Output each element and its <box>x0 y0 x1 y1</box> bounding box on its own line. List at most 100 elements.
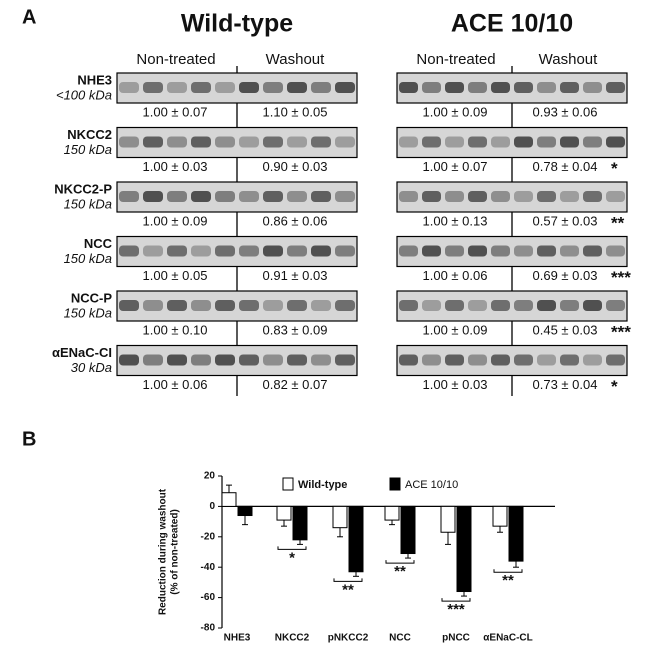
quantification: 1.00 ± 0.10 <box>143 322 208 337</box>
y-tick-label: -60 <box>201 592 216 603</box>
blot-band <box>422 82 441 93</box>
blot-band <box>468 300 487 311</box>
blot-band <box>537 136 556 148</box>
group-title: ACE 10/10 <box>451 10 573 38</box>
quantification: 1.00 ± 0.05 <box>143 268 208 283</box>
blot-band <box>583 300 602 311</box>
blot-band <box>143 136 163 148</box>
quantification: 1.00 ± 0.09 <box>423 322 488 337</box>
blot-band <box>537 300 556 311</box>
quantification: 0.86 ± 0.06 <box>263 213 328 228</box>
quantification: 1.00 ± 0.13 <box>423 213 488 228</box>
blot-band <box>311 136 331 148</box>
protein-size: 150 kDa <box>64 196 112 211</box>
significance: ** <box>394 563 406 580</box>
protein-size: 150 kDa <box>64 305 112 320</box>
x-tick-label: NHE3 <box>224 633 251 644</box>
bar <box>508 505 524 562</box>
blot-band <box>422 191 441 202</box>
group-title: Wild-type <box>181 10 293 38</box>
blot-band <box>468 136 487 148</box>
quantification: 1.00 ± 0.03 <box>143 159 208 174</box>
blot-band <box>239 136 259 148</box>
blot-band <box>491 354 510 366</box>
blot-band <box>311 82 331 93</box>
blot-band <box>514 82 533 93</box>
bar <box>400 505 416 555</box>
blot-band <box>215 354 235 366</box>
quantification: 0.69 ± 0.03 <box>533 268 598 283</box>
significance-bracket <box>385 560 415 564</box>
quantification: 0.57 ± 0.03 <box>533 213 598 228</box>
significance: * <box>611 377 618 396</box>
blot-band <box>215 300 235 311</box>
blot-band <box>335 136 355 148</box>
blot-band <box>583 82 602 93</box>
blot-band <box>606 245 625 257</box>
blot-band <box>287 245 307 257</box>
significance: * <box>611 159 618 178</box>
significance-bracket <box>277 546 307 550</box>
blot-band <box>560 191 579 202</box>
blot-band <box>560 245 579 257</box>
blot <box>396 72 628 104</box>
blot-band <box>583 354 602 366</box>
panel-label: B <box>22 428 36 450</box>
blot-band <box>399 245 418 257</box>
blot-band <box>468 82 487 93</box>
blot-band <box>263 82 283 93</box>
blot-band <box>606 300 625 311</box>
blot-band <box>399 82 418 93</box>
blot-band <box>606 191 625 202</box>
blot-band <box>606 354 625 366</box>
blot-band <box>491 191 510 202</box>
quantification: 1.00 ± 0.09 <box>423 104 488 119</box>
blot-band <box>514 300 533 311</box>
blot-band <box>445 82 464 93</box>
blot-band <box>445 300 464 311</box>
blot-band <box>311 191 331 202</box>
blot-band <box>606 136 625 148</box>
blot-band <box>335 82 355 93</box>
blot-band <box>422 136 441 148</box>
protein-size: 150 kDa <box>64 251 112 266</box>
blot <box>116 344 358 377</box>
blot-band <box>119 245 139 257</box>
blot-band <box>583 245 602 257</box>
blot-band <box>287 354 307 366</box>
blot-band <box>335 245 355 257</box>
blot-band <box>399 354 418 366</box>
quantification: 0.91 ± 0.03 <box>263 268 328 283</box>
protein-size: 150 kDa <box>64 142 112 157</box>
blot-band <box>143 82 163 93</box>
x-tick-label: NKCC2 <box>275 633 310 644</box>
blot-band <box>191 136 211 148</box>
quantification: 0.73 ± 0.04 <box>533 377 598 392</box>
blot-band <box>167 245 187 257</box>
blot-band <box>445 245 464 257</box>
blot-band <box>311 354 331 366</box>
bar <box>221 492 237 507</box>
blot-band <box>537 245 556 257</box>
blot-band <box>143 191 163 202</box>
blot-band <box>287 136 307 148</box>
blot-band <box>422 354 441 366</box>
blot-band <box>263 300 283 311</box>
quantification: 0.93 ± 0.06 <box>533 104 598 119</box>
significance: ** <box>342 581 354 598</box>
y-tick-label: 0 <box>209 501 215 512</box>
blot-band <box>335 300 355 311</box>
x-tick-label: αENaC-CL <box>483 633 532 644</box>
blot-band <box>191 245 211 257</box>
blot-band <box>335 354 355 366</box>
bar <box>384 505 400 521</box>
blot-band <box>119 191 139 202</box>
blot-band <box>119 300 139 311</box>
quantification: 0.82 ± 0.07 <box>263 377 328 392</box>
bar <box>332 505 348 529</box>
blot-band <box>143 354 163 366</box>
protein-size: 30 kDa <box>71 360 112 375</box>
quantification: 0.83 ± 0.09 <box>263 322 328 337</box>
protein-name: NKCC2-P <box>54 181 112 196</box>
blot-band <box>491 82 510 93</box>
